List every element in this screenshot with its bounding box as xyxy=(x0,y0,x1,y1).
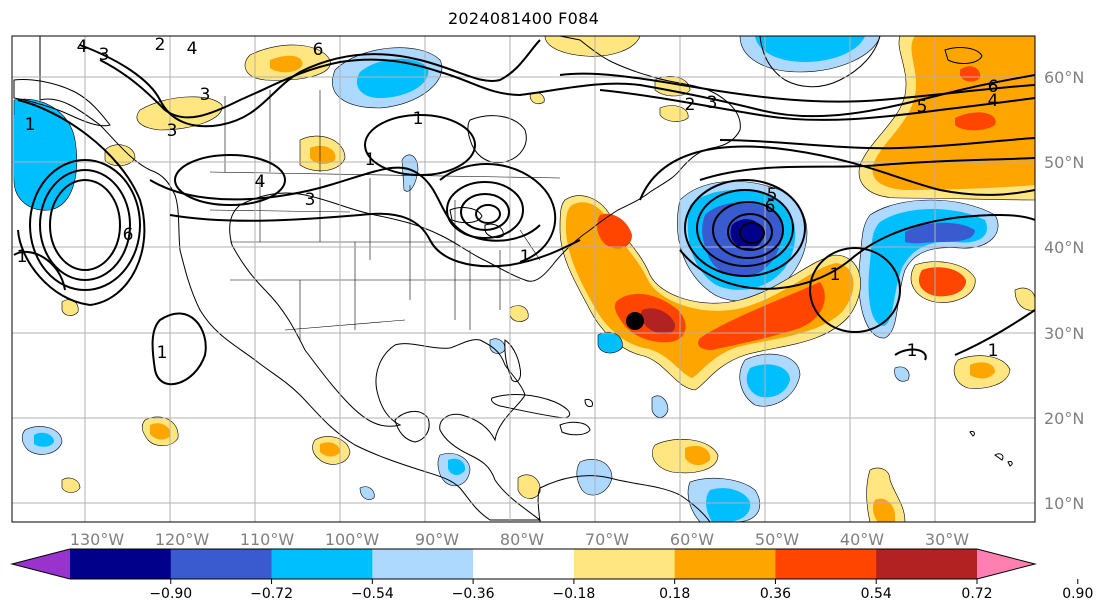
colorbar-ticks: −0.90 −0.72 −0.54 −0.36 −0.18 0.18 0.36 0.54 0.7… xyxy=(149,579,1093,602)
contour-label: 6 xyxy=(988,77,999,97)
lat-label: 40°N xyxy=(1044,238,1084,257)
lon-label: 110°W xyxy=(240,530,295,549)
contour-lines xyxy=(13,39,1035,386)
colorbar-swatch xyxy=(473,549,575,579)
contour-label: 3 xyxy=(167,121,178,141)
contour-label: 4 xyxy=(187,39,198,59)
colorbar-tick-label: 0.54 xyxy=(861,586,892,602)
colorbar-extend-high xyxy=(977,549,1035,579)
contour-label: 1 xyxy=(413,109,424,129)
lon-label: 60°W xyxy=(670,530,714,549)
lat-label: 50°N xyxy=(1044,153,1084,172)
contour-label: 3 xyxy=(305,190,316,210)
contour-label: 5 xyxy=(917,97,928,117)
storm-center-dot xyxy=(626,312,644,330)
contour-label: 1 xyxy=(988,341,999,361)
lat-label: 20°N xyxy=(1044,409,1084,428)
contour-label: 1 xyxy=(157,343,168,363)
lat-label: 30°N xyxy=(1044,324,1084,343)
lon-label: 90°W xyxy=(415,530,459,549)
contour-label: 1 xyxy=(907,341,918,361)
lon-label: 120°W xyxy=(155,530,210,549)
colorbar-tick-label: −0.18 xyxy=(552,586,595,602)
lon-label: 130°W xyxy=(70,530,125,549)
colorbar-extend-low xyxy=(12,549,70,579)
graticule xyxy=(12,36,1035,522)
contour-label: 3 xyxy=(200,85,211,105)
contour-label: 4 xyxy=(255,172,266,192)
longitude-labels: 130°W 120°W 110°W 100°W 90°W 80°W 70°W 6… xyxy=(70,530,969,549)
colorbar xyxy=(10,548,1037,580)
colorbar-swatch xyxy=(70,549,172,579)
lat-label: 10°N xyxy=(1044,494,1084,513)
colorbar-tick-label: 0.36 xyxy=(760,586,791,602)
figure-title: 2024081400 F084 xyxy=(447,9,600,28)
lat-label: 60°N xyxy=(1044,68,1084,87)
contour-label: 1 xyxy=(830,265,841,285)
colorbar-tick-label: −0.72 xyxy=(250,586,293,602)
colorbar-tick-label: 0.90 xyxy=(1062,586,1093,602)
contour-label: 1 xyxy=(520,247,531,267)
contour-label: 1 xyxy=(365,150,376,170)
colorbar-swatch xyxy=(372,549,474,579)
colorbar-tick-label: −0.90 xyxy=(149,586,192,602)
colorbar-swatch xyxy=(876,549,978,579)
lon-label: 70°W xyxy=(585,530,629,549)
latitude-labels: 60°N 50°N 40°N 30°N 20°N 10°N xyxy=(1044,68,1084,513)
contour-label: 3 xyxy=(707,93,718,113)
contour-label: 1 xyxy=(25,115,36,135)
colorbar-tick-label: −0.36 xyxy=(452,586,495,602)
contour-label: 1 xyxy=(17,247,28,267)
anomaly-fills xyxy=(13,36,1035,522)
colorbar-swatch xyxy=(170,549,273,579)
contour-labels: 4 3 2 4 6 3 3 1 6 1 5 6 4 2 3 4 3 1 1 5 … xyxy=(17,35,999,363)
colorbar-swatch xyxy=(775,549,877,579)
colorbar-tick-label: 0.18 xyxy=(659,586,690,602)
colorbar-tick-label: 0.72 xyxy=(961,586,992,602)
contour-label: 2 xyxy=(685,95,696,115)
lon-label: 80°W xyxy=(500,530,544,549)
lon-label: 50°W xyxy=(755,530,799,549)
contour-label: 6 xyxy=(765,197,776,217)
contour-label: 6 xyxy=(313,40,324,60)
colorbar-swatch xyxy=(271,549,373,579)
colorbar-swatch xyxy=(573,549,676,579)
contour-label: 4 xyxy=(988,91,999,111)
colorbar-tick-label: −0.54 xyxy=(351,586,394,602)
map-frame xyxy=(11,35,1036,523)
contour-label: 3 xyxy=(99,45,110,65)
lon-label: 30°W xyxy=(925,530,969,549)
lon-label: 40°W xyxy=(840,530,884,549)
contour-label: 6 xyxy=(123,225,134,245)
contour-label: 2 xyxy=(155,35,166,55)
lon-label: 100°W xyxy=(325,530,380,549)
contour-label: 5 xyxy=(767,185,778,205)
political-borders xyxy=(209,90,561,340)
colorbar-swatch xyxy=(674,549,776,579)
colorbar-outline xyxy=(10,548,1037,580)
contour-label: 4 xyxy=(77,37,88,57)
